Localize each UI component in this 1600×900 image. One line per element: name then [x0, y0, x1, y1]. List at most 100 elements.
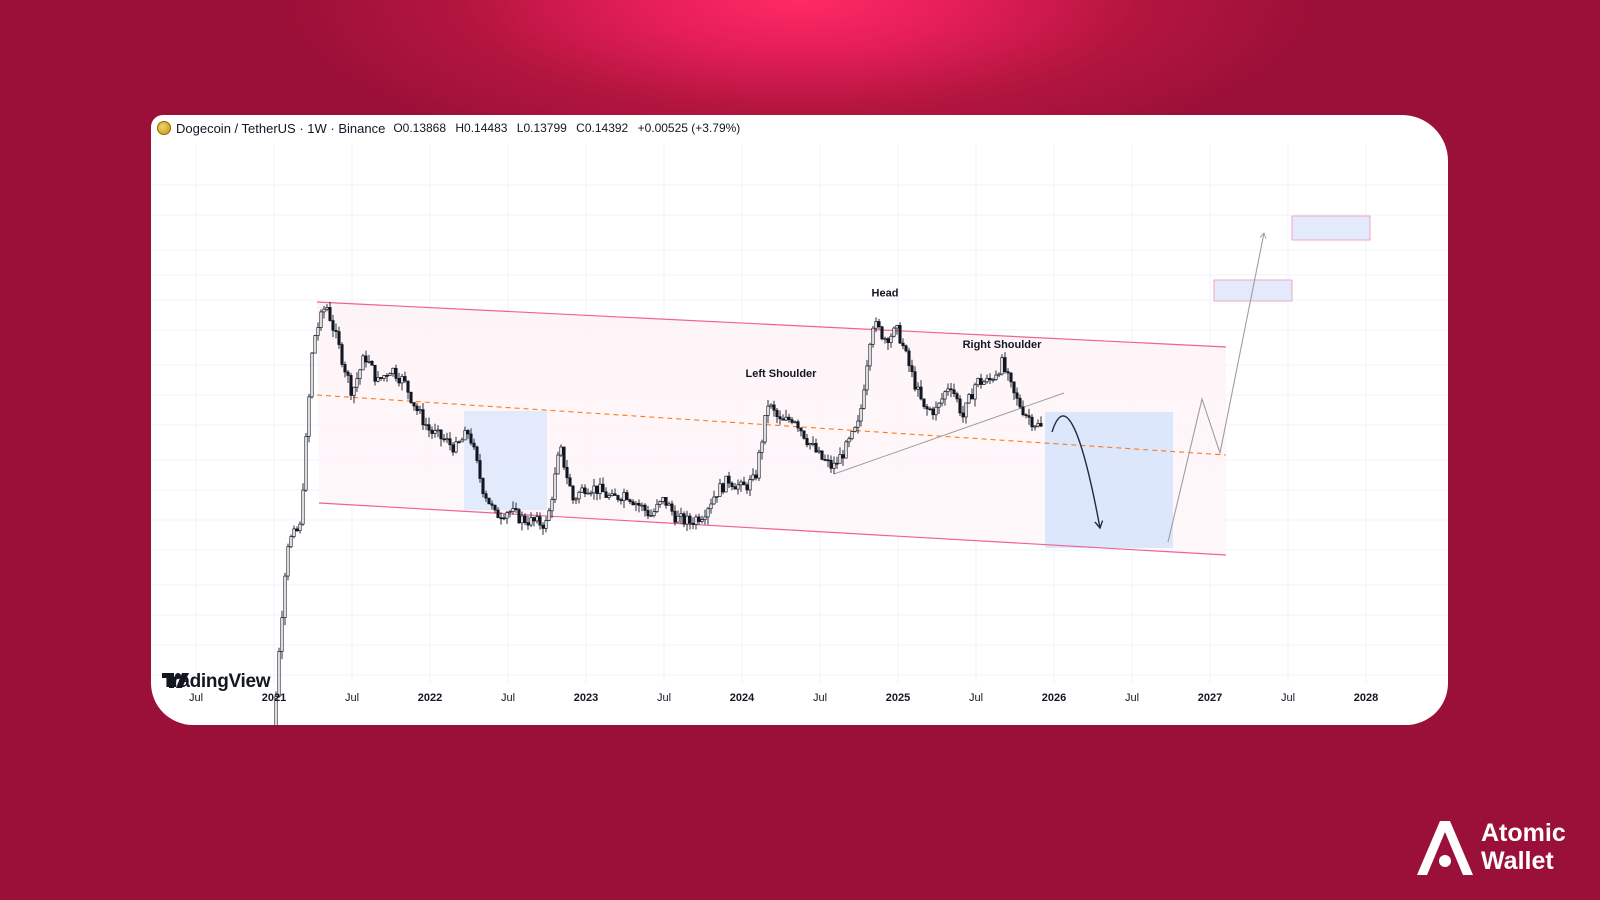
- candle: [754, 469, 758, 481]
- close-value: C0.14392: [576, 121, 629, 135]
- candle: [616, 494, 620, 503]
- candle: [379, 377, 383, 381]
- candle: [1006, 368, 1010, 381]
- candle: [580, 484, 584, 493]
- candle: [814, 438, 818, 454]
- x-tick-label: 2027: [1198, 692, 1222, 704]
- candle: [796, 419, 800, 432]
- candle: [781, 414, 785, 421]
- candle: [664, 497, 668, 509]
- candle: [322, 305, 326, 319]
- candle: [829, 455, 833, 473]
- candle: [508, 509, 512, 518]
- candle: [613, 488, 617, 496]
- zone-projection: [1045, 412, 1173, 548]
- candle: [712, 490, 716, 505]
- candle: [937, 402, 941, 414]
- symbol-title: Dogecoin / TetherUS · 1W · Binance: [176, 120, 386, 136]
- candle: [892, 326, 896, 338]
- candle: [931, 406, 935, 420]
- candle: [730, 481, 734, 491]
- candle: [739, 479, 743, 492]
- candle: [922, 398, 926, 410]
- candle: [529, 512, 533, 528]
- candle: [967, 393, 971, 404]
- x-tick-label: Jul: [657, 692, 671, 704]
- candle: [310, 352, 314, 399]
- candle: [958, 395, 962, 417]
- candle: [373, 364, 377, 386]
- candle: [802, 430, 806, 440]
- candle: [1033, 424, 1037, 431]
- candle: [427, 417, 431, 438]
- candle: [484, 490, 488, 503]
- target-box-2: [1291, 215, 1371, 241]
- candle: [715, 495, 719, 503]
- candle: [499, 512, 503, 525]
- candle: [985, 374, 989, 384]
- candle: [787, 413, 791, 423]
- candle: [721, 482, 725, 495]
- candle: [376, 371, 380, 383]
- symbol-legend[interactable]: Dogecoin / TetherUS · 1W · Binance O0.13…: [157, 119, 746, 137]
- candle: [598, 477, 602, 500]
- candle: [625, 489, 629, 501]
- candle: [862, 384, 866, 410]
- candle: [553, 467, 557, 504]
- candle: [727, 471, 731, 488]
- candle: [880, 325, 884, 341]
- candle: [691, 517, 695, 530]
- candle: [535, 512, 539, 524]
- candle: [403, 371, 407, 384]
- candle: [901, 338, 905, 350]
- candle: [349, 372, 353, 400]
- candle: [973, 382, 977, 407]
- candle: [292, 525, 296, 539]
- candle: [736, 479, 740, 495]
- candle: [487, 497, 491, 505]
- candle: [583, 484, 587, 498]
- candle: [1018, 394, 1022, 409]
- candle: [778, 410, 782, 425]
- candle: [637, 499, 641, 513]
- candle: [775, 407, 779, 424]
- candle: [592, 478, 596, 500]
- candle: [520, 511, 524, 531]
- candle: [766, 399, 770, 424]
- candle: [961, 405, 965, 423]
- candle: [640, 502, 644, 512]
- candle: [430, 426, 434, 440]
- candle: [364, 350, 368, 368]
- candle: [541, 522, 545, 535]
- x-tick-label: 2025: [886, 692, 910, 704]
- candle: [682, 511, 686, 528]
- candle: [982, 379, 986, 385]
- candle: [538, 512, 542, 530]
- candle: [469, 428, 473, 446]
- tradingview-logo[interactable]: TradingView: [162, 671, 271, 693]
- candle: [409, 391, 413, 404]
- channel-midline: [316, 394, 1227, 456]
- candle: [457, 440, 461, 444]
- x-tick-label: Jul: [1125, 692, 1139, 704]
- candle: [448, 432, 452, 451]
- candle: [361, 353, 365, 371]
- candle: [574, 497, 578, 505]
- candle: [886, 336, 890, 351]
- candle: [940, 393, 944, 407]
- tradingview-label: TradingView: [162, 671, 271, 692]
- candle: [835, 456, 839, 469]
- brand-line-1: Atomic: [1481, 819, 1566, 847]
- x-tick-label: 2021: [262, 692, 286, 704]
- candle: [514, 502, 518, 513]
- candle: [811, 436, 815, 447]
- candle: [871, 325, 875, 348]
- candle: [433, 423, 437, 438]
- x-axis: Jul 2021 Jul 2022 Jul 2023 Jul 2024 Jul 2025 Jul 20…: [189, 692, 1378, 704]
- candle: [277, 647, 281, 698]
- candle: [502, 513, 506, 521]
- candle: [703, 509, 707, 525]
- candle: [1027, 408, 1031, 425]
- candle: [313, 334, 317, 354]
